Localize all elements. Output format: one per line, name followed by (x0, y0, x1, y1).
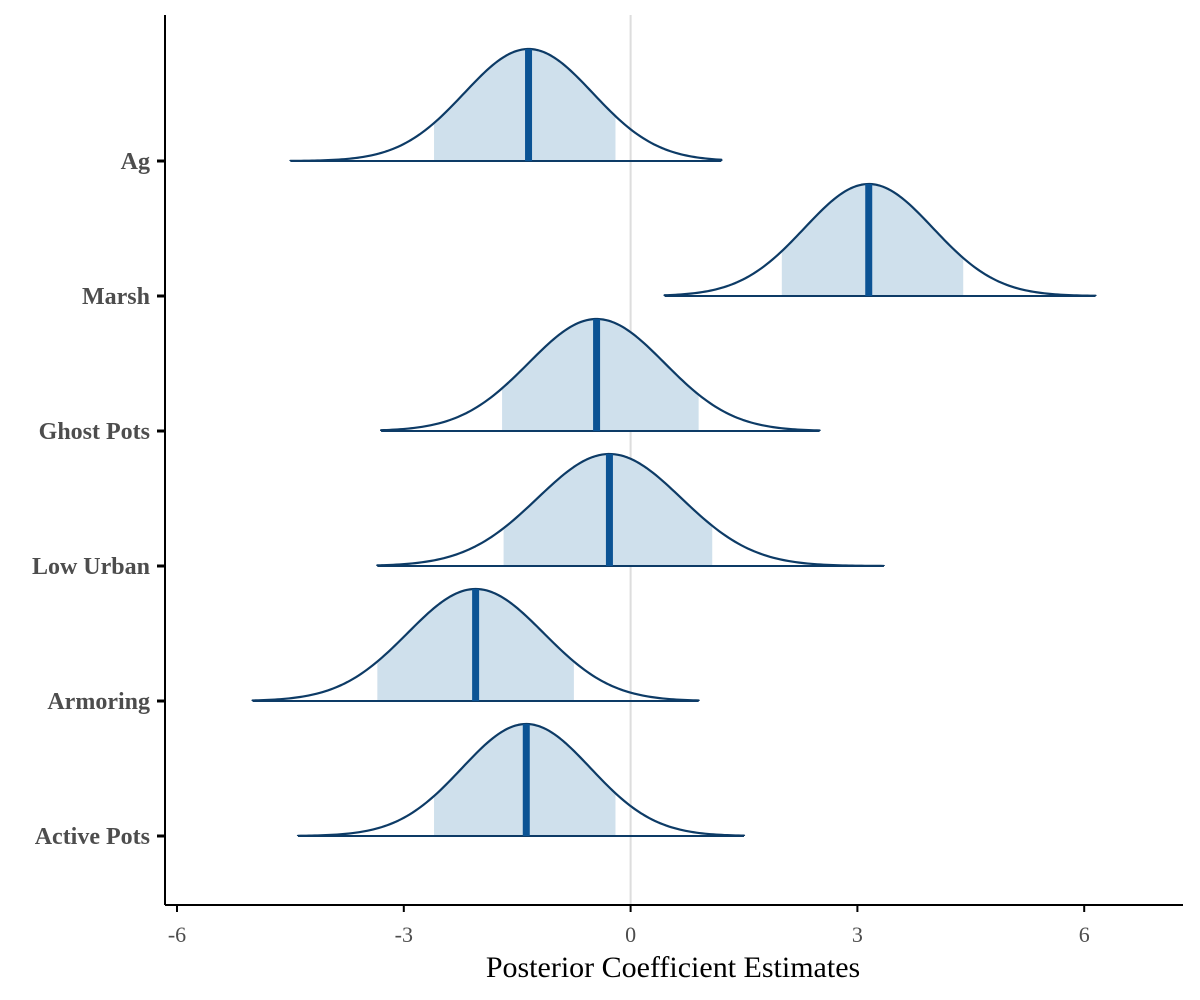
y-tick-label: Low Urban (32, 554, 150, 580)
density-outline (296, 722, 746, 837)
density-ridge (251, 587, 700, 702)
density-ridge (376, 452, 885, 568)
x-axis-ticks: -6 -3 0 3 6 (168, 905, 1090, 947)
y-axis-ticks: Ag Marsh Ghost Pots Low Urban Armoring Active… (32, 149, 165, 850)
x-axis-title: Posterior Coefficient Estimates (486, 951, 860, 984)
density-outline (380, 317, 821, 432)
density-ridge (380, 317, 821, 432)
y-tick-label: Ag (121, 149, 150, 175)
x-tick-label: -3 (395, 922, 413, 947)
density-outline (289, 47, 723, 162)
density-outline (663, 182, 1097, 297)
density-outline (376, 452, 885, 568)
credible-interval-area (781, 184, 964, 296)
credible-interval-area (502, 319, 699, 431)
density-ridge (289, 47, 723, 162)
y-tick-label: Ghost Pots (39, 419, 150, 445)
y-tick-label: Armoring (47, 689, 150, 715)
x-tick-label: 6 (1079, 922, 1090, 947)
density-ridge (296, 722, 746, 837)
x-tick-label: -6 (168, 922, 186, 947)
x-tick-label: 3 (852, 922, 863, 947)
density-ridge (663, 182, 1097, 297)
density-ridges (251, 47, 1097, 837)
y-tick-label: Active Pots (35, 824, 150, 850)
x-tick-label: 0 (625, 922, 636, 947)
y-tick-label: Marsh (82, 284, 150, 310)
credible-interval-area (434, 49, 616, 162)
